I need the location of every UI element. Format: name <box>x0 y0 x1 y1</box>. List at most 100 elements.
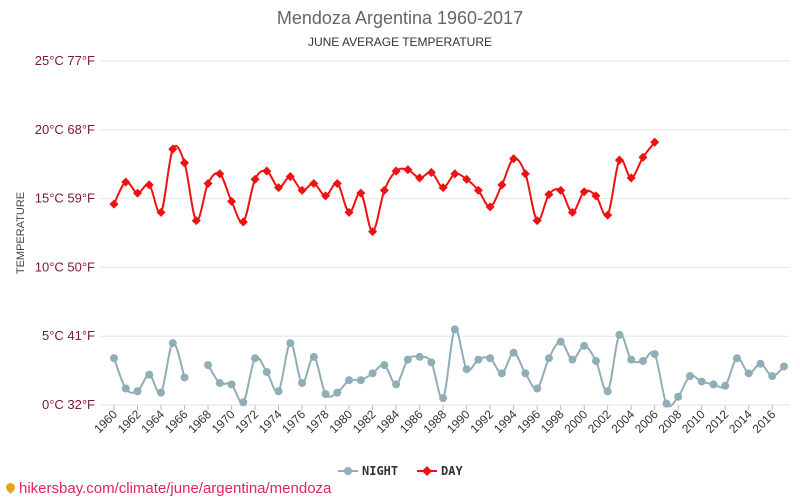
x-tick-label: 1998 <box>538 407 567 436</box>
data-point-night <box>509 348 518 357</box>
data-point-night <box>239 398 248 407</box>
data-point-night <box>603 387 612 396</box>
data-point-night <box>321 389 330 398</box>
data-point-night <box>638 356 647 365</box>
data-point-night <box>439 394 448 403</box>
x-tick-label: 2010 <box>679 407 708 436</box>
x-tick-label: 1996 <box>514 407 543 436</box>
data-point-night <box>756 359 765 368</box>
x-tick-label: 2006 <box>632 407 661 436</box>
data-point-day <box>603 210 613 220</box>
data-point-night <box>768 372 777 381</box>
legend-item-day[interactable]: DAY <box>417 464 463 478</box>
x-tick-label: 1962 <box>115 407 144 436</box>
x-tick-label: 1994 <box>491 407 520 436</box>
y-axis-label: TEMPERATURE <box>15 192 27 274</box>
chart-title: Mendoza Argentina 1960-2017 <box>277 8 523 28</box>
x-tick-label: 1976 <box>279 407 308 436</box>
x-tick-label: 1980 <box>326 407 355 436</box>
series-line-night <box>207 328 785 408</box>
legend-day-marker <box>422 466 432 476</box>
location-pin-icon <box>4 481 17 494</box>
data-point-night <box>415 352 424 361</box>
legend-item-night[interactable]: NIGHT <box>338 464 398 478</box>
data-point-night <box>474 355 483 364</box>
data-point-night <box>697 377 706 386</box>
data-point-day <box>356 188 366 198</box>
data-point-night <box>533 384 542 393</box>
data-point-night <box>333 388 342 397</box>
x-tick-label: 1966 <box>162 407 191 436</box>
y-tick-label: 5°C 41°F <box>42 328 95 343</box>
data-point-night <box>615 330 624 339</box>
data-point-night <box>521 369 530 378</box>
data-point-night <box>403 355 412 364</box>
legend[interactable]: NIGHT DAY <box>338 464 463 478</box>
x-tick-label: 1964 <box>138 407 167 436</box>
x-tick-label: 1988 <box>420 407 449 436</box>
data-point-night <box>298 378 307 387</box>
x-tick-label: 1982 <box>350 407 379 436</box>
data-point-day <box>438 183 448 193</box>
data-point-day <box>132 188 143 198</box>
data-point-day <box>415 173 425 183</box>
x-tick-label: 1972 <box>232 407 261 436</box>
data-point-day <box>203 178 213 188</box>
x-tick-label: 1960 <box>91 407 120 436</box>
data-point-day <box>121 177 131 187</box>
data-point-day <box>332 178 342 188</box>
data-point-night <box>309 352 318 361</box>
data-point-night <box>780 362 788 371</box>
data-point-night <box>591 356 600 365</box>
x-tick-label: 1990 <box>444 407 473 436</box>
data-point-night <box>168 339 177 348</box>
data-point-night <box>286 339 295 348</box>
x-tick-label: 1974 <box>256 407 285 436</box>
x-tick-label: 2004 <box>609 407 638 436</box>
x-tick-label: 2000 <box>562 407 591 436</box>
data-point-night <box>556 337 565 346</box>
data-point-day <box>191 216 201 226</box>
x-tick-label: 2014 <box>726 407 755 436</box>
data-point-day <box>391 166 401 176</box>
x-tick-label: 2016 <box>750 407 779 436</box>
y-tick-label: 25°C 77°F <box>35 53 95 68</box>
y-tick-label: 20°C 68°F <box>35 122 95 137</box>
data-point-day <box>180 158 190 168</box>
data-point-night <box>133 387 142 396</box>
data-point-day <box>250 174 260 184</box>
x-tick-label: 1986 <box>397 407 426 436</box>
data-point-day <box>156 207 166 217</box>
data-point-day <box>344 207 354 217</box>
x-tick-label: 1978 <box>303 407 332 436</box>
data-point-night <box>392 380 401 389</box>
x-tick-label: 1968 <box>185 407 214 436</box>
data-point-night <box>709 380 718 389</box>
data-point-night <box>721 381 730 390</box>
data-point-night <box>450 325 459 334</box>
data-point-day <box>168 144 178 154</box>
data-point-night <box>568 355 577 364</box>
x-tick-label: 2002 <box>585 407 614 436</box>
source-link-text: hikersbay.com/climate/june/argentina/men… <box>19 480 332 497</box>
data-point-night <box>227 380 236 389</box>
data-point-day <box>579 187 589 197</box>
data-point-night <box>345 376 354 385</box>
legend-night-label: NIGHT <box>362 464 398 478</box>
data-point-day <box>144 180 154 190</box>
source-link[interactable]: hikersbay.com/climate/june/argentina/men… <box>4 480 332 497</box>
data-point-night <box>368 369 377 378</box>
data-point-night <box>204 361 213 370</box>
data-point-day <box>509 154 519 164</box>
data-point-night <box>462 365 471 374</box>
y-tick-label: 10°C 50°F <box>35 259 95 274</box>
data-point-day <box>614 155 624 165</box>
x-tick-label: 1970 <box>209 407 238 436</box>
data-point-night <box>215 378 224 387</box>
data-point-night <box>145 370 154 379</box>
data-point-night <box>180 373 189 382</box>
data-point-day <box>497 180 507 190</box>
data-point-night <box>121 384 130 393</box>
data-point-night <box>427 358 436 367</box>
data-point-night <box>356 376 365 385</box>
